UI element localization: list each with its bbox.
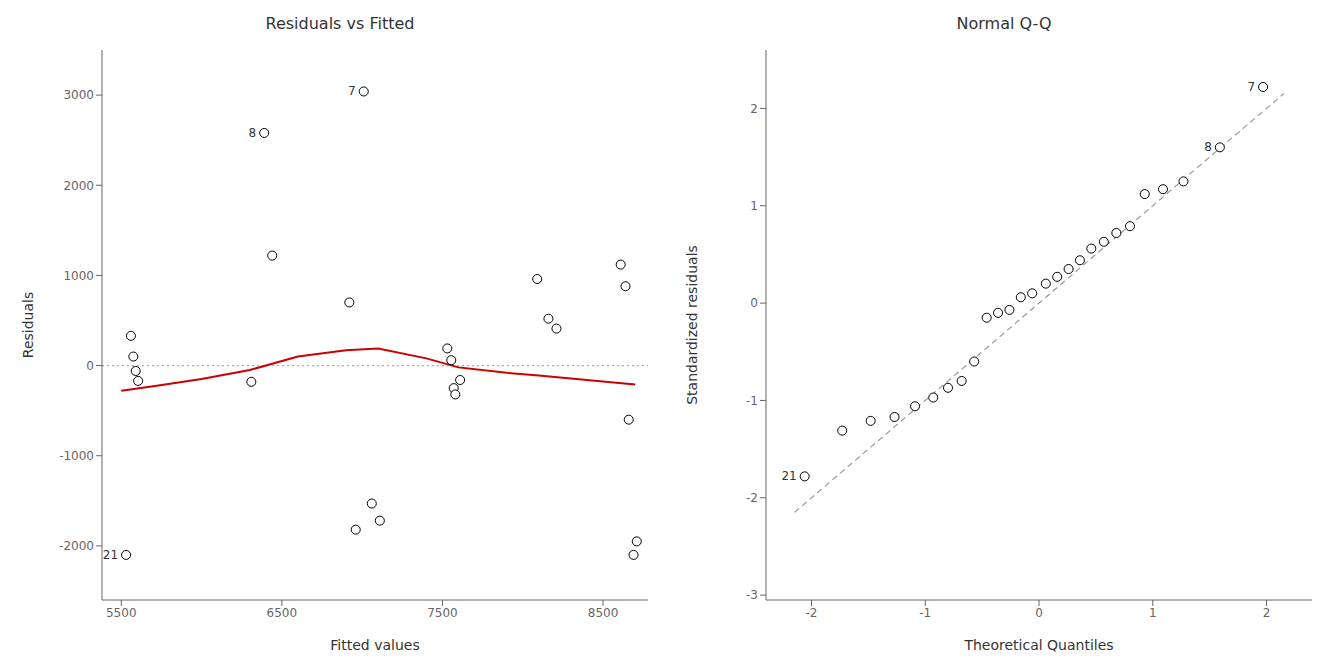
svg-text:21: 21 xyxy=(781,469,796,483)
svg-text:21: 21 xyxy=(103,548,118,562)
svg-text:-2000: -2000 xyxy=(59,539,94,553)
svg-text:2: 2 xyxy=(750,102,758,116)
svg-text:1: 1 xyxy=(1149,606,1157,620)
svg-text:6500: 6500 xyxy=(267,606,298,620)
svg-text:0: 0 xyxy=(750,296,758,310)
svg-text:8500: 8500 xyxy=(588,606,619,620)
svg-text:Standardized residuals: Standardized residuals xyxy=(684,245,700,405)
svg-text:Fitted values: Fitted values xyxy=(330,637,419,653)
svg-text:2000: 2000 xyxy=(63,179,94,193)
svg-text:Residuals: Residuals xyxy=(20,292,36,358)
svg-text:0: 0 xyxy=(86,359,94,373)
svg-text:0: 0 xyxy=(1035,606,1043,620)
svg-text:1000: 1000 xyxy=(63,269,94,283)
svg-text:-1000: -1000 xyxy=(59,449,94,463)
svg-text:2: 2 xyxy=(1263,606,1271,620)
svg-text:3000: 3000 xyxy=(63,88,94,102)
svg-text:-2: -2 xyxy=(806,606,818,620)
svg-text:7: 7 xyxy=(1247,80,1255,94)
svg-text:7: 7 xyxy=(348,84,356,98)
svg-text:Theoretical Quantiles: Theoretical Quantiles xyxy=(963,637,1113,653)
svg-text:5500: 5500 xyxy=(106,606,137,620)
svg-text:-2: -2 xyxy=(746,491,758,505)
svg-text:-3: -3 xyxy=(746,588,758,602)
svg-text:7500: 7500 xyxy=(427,606,458,620)
svg-text:-1: -1 xyxy=(746,394,758,408)
html-text:Residuals vs Fitted: Residuals vs Fitted xyxy=(265,14,415,33)
svg-text:8: 8 xyxy=(249,126,257,140)
svg-text:-1: -1 xyxy=(919,606,931,620)
html-text:Normal Q-Q: Normal Q-Q xyxy=(956,14,1052,33)
svg-text:1: 1 xyxy=(750,199,758,213)
svg-text:8: 8 xyxy=(1204,140,1212,154)
